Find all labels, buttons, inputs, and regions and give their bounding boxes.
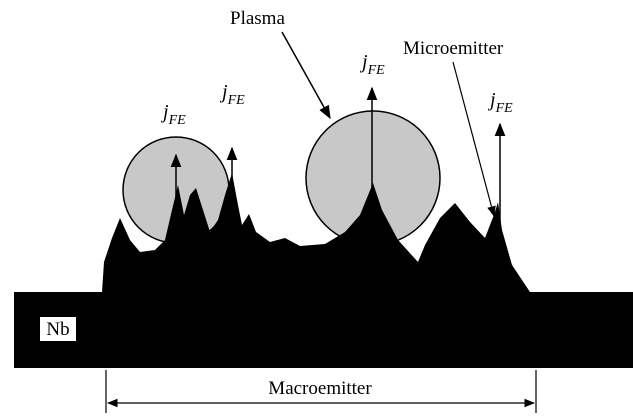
macroemitter-surface [102,173,530,292]
macroemitter-label: Macroemitter [268,378,372,399]
microemitter-label: Microemitter [403,38,504,59]
plasma-pointer [281,31,331,120]
current-label: jFE [160,101,186,128]
microemitter-pointer [452,61,496,218]
current-label: jFE [487,89,513,116]
current-label: jFE [359,51,385,78]
substrate [14,292,633,368]
current-label: jFE [219,81,245,108]
substrate-label: Nb [46,319,69,340]
plasma-label: Plasma [230,8,285,29]
substrate-label-box [40,317,76,341]
